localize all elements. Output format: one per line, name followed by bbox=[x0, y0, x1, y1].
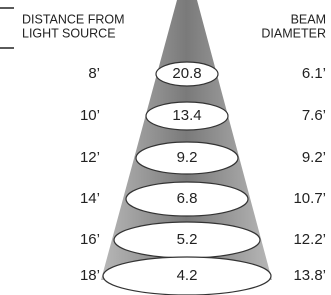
distance: 10’ bbox=[80, 107, 100, 124]
header-left: LIGHT SOURCE bbox=[22, 26, 116, 40]
center-value: 13.4 bbox=[172, 107, 201, 124]
center-value: 5.2 bbox=[177, 231, 198, 248]
distance: 8’ bbox=[88, 65, 100, 82]
beam-diameter: 10.7’ bbox=[293, 190, 326, 207]
beam-diameter: 9.2’ bbox=[302, 149, 326, 166]
beam-diameter: 7.6’ bbox=[302, 107, 326, 124]
distance: 12’ bbox=[80, 149, 100, 166]
center-value: 9.2 bbox=[177, 149, 198, 166]
center-value: 6.8 bbox=[177, 190, 198, 207]
center-value: 20.8 bbox=[172, 65, 201, 82]
distance: 14’ bbox=[80, 190, 100, 207]
header-left: DISTANCE FROM bbox=[22, 12, 125, 26]
beam-diagram: DISTANCE FROMLIGHT SOURCE BEAMDIAMETER 8’ 2… bbox=[0, 0, 331, 295]
distance: 18’ bbox=[80, 267, 100, 284]
beam-diameter: 13.8’ bbox=[293, 267, 326, 284]
center-value: 4.2 bbox=[177, 267, 198, 284]
distance: 16’ bbox=[80, 231, 100, 248]
beam-diameter: 6.1’ bbox=[302, 65, 326, 82]
beam-diameter: 12.2’ bbox=[293, 231, 326, 248]
header-right: BEAM bbox=[291, 12, 326, 26]
header-right: DIAMETER bbox=[261, 26, 326, 40]
